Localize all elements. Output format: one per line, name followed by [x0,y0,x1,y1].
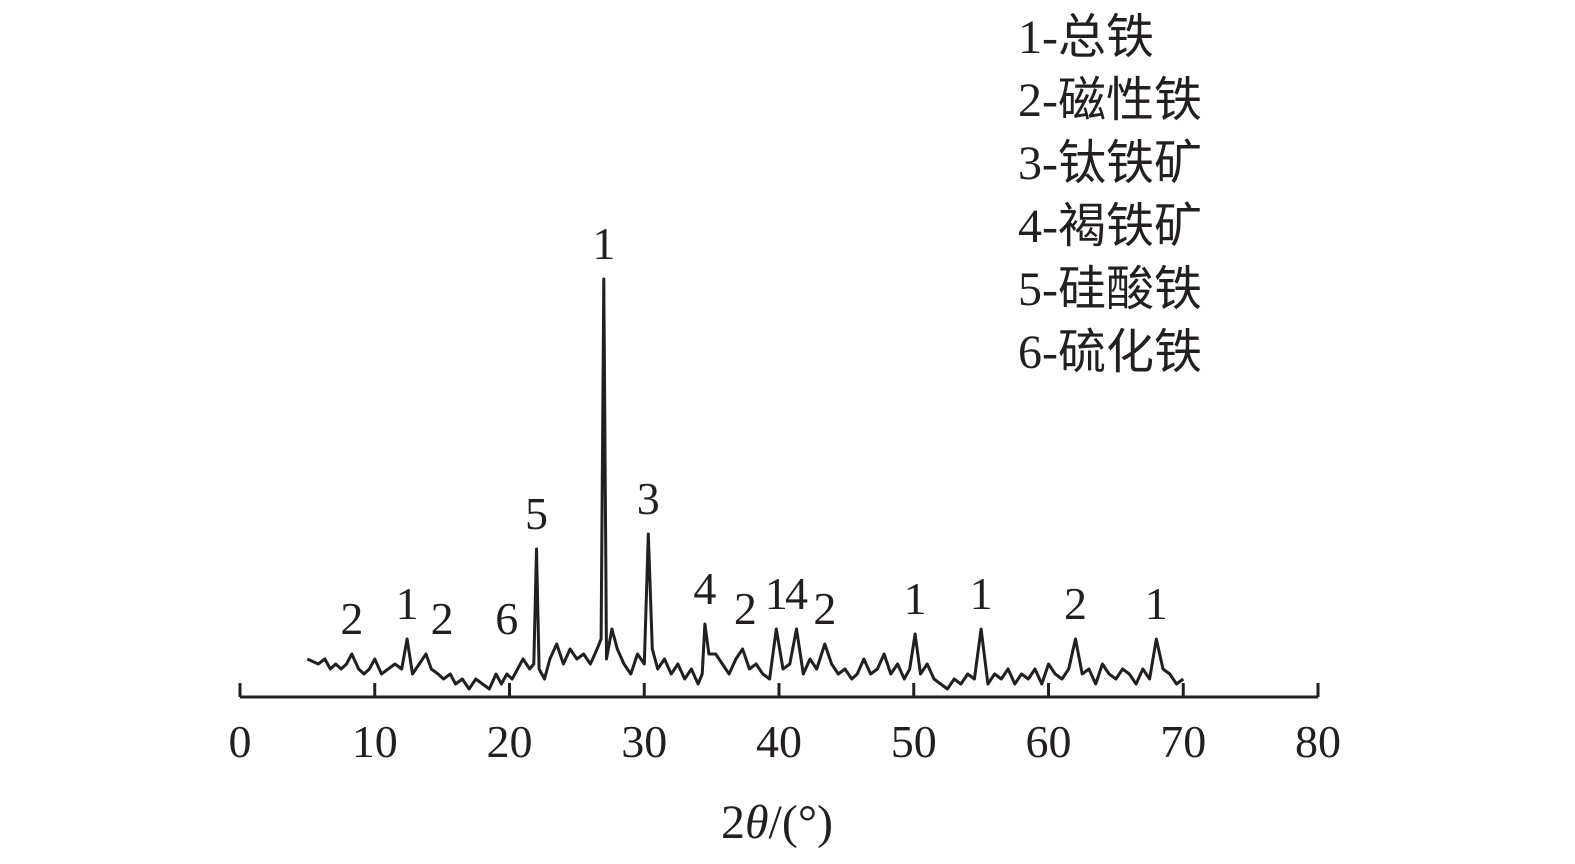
x-tick-label: 80 [1295,716,1341,767]
peak-label: 2 [340,593,363,644]
xrd-pattern-line [306,277,1185,691]
peak-label: 4 [693,563,716,614]
legend: 1-总铁 2-磁性铁 3-钛铁矿 4-褐铁矿 5-硅酸铁 6-硫化铁 [1018,11,1202,379]
legend-item: 6-硫化铁 [1018,326,1202,379]
legend-item: 4-褐铁矿 [1018,200,1202,253]
peak-label: 1 [970,568,993,619]
x-tick-label: 40 [756,716,802,767]
legend-item: 2-磁性铁 [1018,74,1202,127]
peak-label: 3 [637,473,660,524]
x-axis-label: 2θ/(°) [721,796,833,849]
legend-item: 5-硅酸铁 [1018,263,1202,316]
legend-item: 3-钛铁矿 [1018,137,1202,190]
peak-label: 6 [495,593,518,644]
x-tick-label: 30 [621,716,667,767]
x-tick-label: 50 [891,716,937,767]
x-axis-label-prefix: 2 [721,796,745,849]
peak-label: 4 [785,568,808,619]
peak-label: 2 [431,593,454,644]
peak-label: 1 [904,573,927,624]
peak-label: 1 [592,218,615,269]
peak-label: 1 [1145,578,1168,629]
legend-item: 1-总铁 [1018,11,1154,64]
peak-label: 2 [813,583,836,634]
x-tick-label: 10 [352,716,398,767]
x-tick-label: 60 [1026,716,1072,767]
x-axis-label-symbol: θ [745,796,769,849]
x-tick-label: 70 [1160,716,1206,767]
x-axis-label-suffix: /(°) [769,796,834,849]
x-tick-label: 20 [487,716,533,767]
x-tick-label: 0 [229,716,252,767]
peak-label: 1 [765,568,788,619]
peak-label: 2 [1064,578,1087,629]
peak-label: 1 [396,578,419,629]
x-axis: 0 10 20 30 40 50 60 70 80 [229,683,1341,767]
peak-label: 5 [525,488,548,539]
peak-label: 2 [734,583,757,634]
